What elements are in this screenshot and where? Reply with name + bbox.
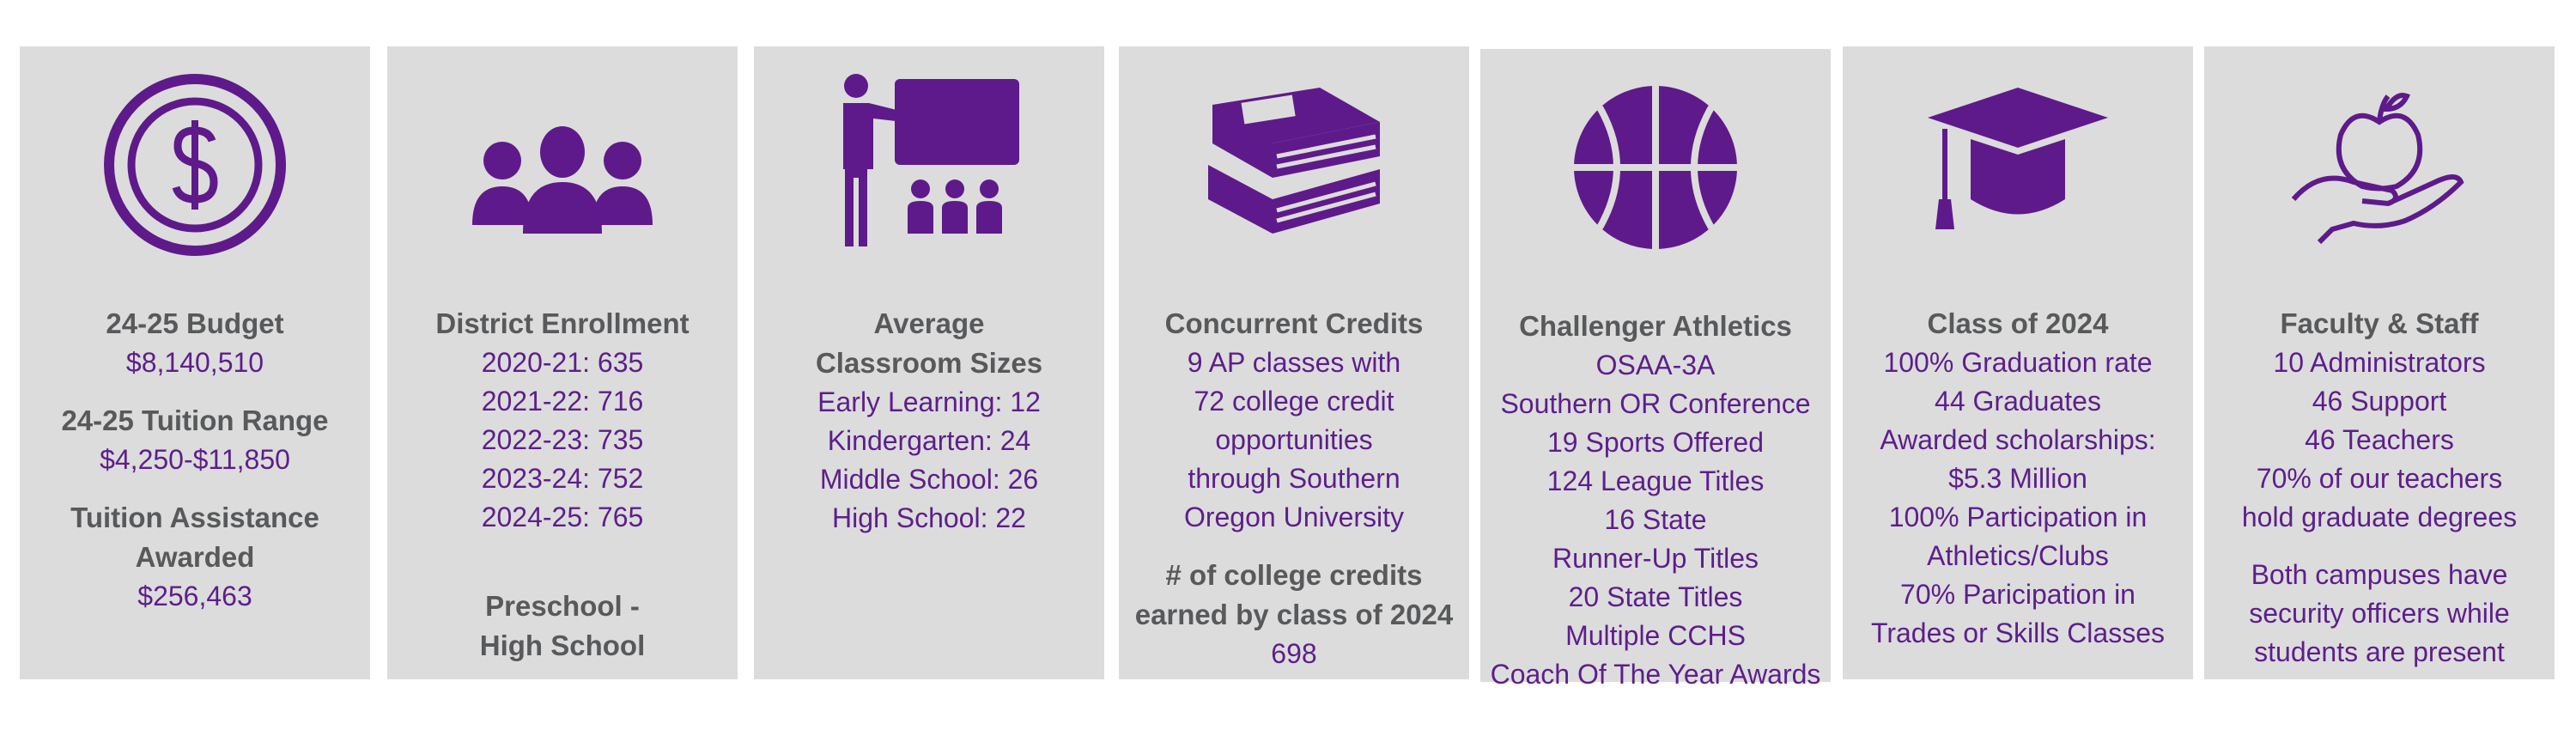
block-line: 2024-25: 765 bbox=[481, 502, 644, 532]
block-title: 24-25 Budget bbox=[106, 307, 284, 339]
teacher-icon bbox=[843, 74, 1019, 246]
credits-panel: Concurrent Credits 9 AP classes with 72 co… bbox=[1119, 46, 1469, 679]
block-title: earned by class of 2024 bbox=[1134, 599, 1454, 630]
basketball-icon bbox=[1574, 86, 1737, 249]
block-line: 46 Teachers bbox=[2305, 424, 2454, 455]
block-title: Tuition Assistance bbox=[70, 502, 319, 533]
block-line: 46 Support bbox=[2312, 386, 2447, 417]
text-block: Challenger Athletics OSAA-3A Southern OR C… bbox=[1480, 307, 1831, 694]
block-line: 20 State Titles bbox=[1568, 581, 1743, 612]
text-block: Average Classroom Sizes Early Learning: 12… bbox=[754, 304, 1104, 538]
block-line: 72 college credit bbox=[1194, 386, 1394, 417]
block-line: students are present bbox=[2254, 636, 2505, 667]
block-title: 24-25 Tuition Range bbox=[61, 405, 329, 436]
books-icon bbox=[1208, 88, 1380, 234]
block-title: # of college credits bbox=[1165, 559, 1423, 591]
block-title: Classroom Sizes bbox=[815, 347, 1043, 379]
text-block: Both campuses have security officers whil… bbox=[2204, 556, 2555, 672]
text-block: # of college credits earned by class of 2… bbox=[1119, 556, 1469, 673]
block-line: 44 Graduates bbox=[1935, 386, 2101, 417]
block-line: OSAA-3A bbox=[1595, 350, 1716, 380]
block-line: $5.3 Million bbox=[1948, 463, 2087, 494]
block-title: Awarded bbox=[135, 541, 255, 573]
block-line: 16 State bbox=[1604, 504, 1707, 535]
block-line: Oregon University bbox=[1183, 502, 1405, 532]
block-line: 2021-22: 716 bbox=[481, 386, 644, 417]
block-line: 100% Graduation rate bbox=[1883, 347, 2153, 378]
block-line: Trades or Skills Classes bbox=[1870, 617, 2165, 648]
classroom-panel: Average Classroom Sizes Early Learning: 12… bbox=[754, 46, 1104, 679]
block-line: Middle School: 26 bbox=[819, 464, 1039, 495]
block-line: $256,463 bbox=[137, 581, 252, 611]
block-line: Early Learning: 12 bbox=[817, 386, 1041, 417]
staff-panel: Faculty & Staff 10 Administrators 46 Suppo… bbox=[2204, 46, 2555, 679]
text-block: Preschool - High School bbox=[387, 587, 738, 666]
people-icon bbox=[472, 126, 653, 234]
block-line: 100% Participation in bbox=[1888, 502, 2148, 532]
block-line: High School: 22 bbox=[832, 502, 1026, 533]
block-line: Coach Of The Year Awards bbox=[1490, 659, 1821, 690]
block-title: Average bbox=[873, 307, 985, 339]
block-line: 2022-23: 735 bbox=[481, 424, 644, 455]
block-title: District Enrollment bbox=[435, 307, 690, 339]
block-line: 70% Paricipation in bbox=[1900, 579, 2136, 610]
block-title: Class of 2024 bbox=[1927, 307, 2109, 339]
block-line: $8,140,510 bbox=[125, 347, 264, 378]
block-title: Concurrent Credits bbox=[1164, 307, 1424, 339]
block-line: Southern OR Conference bbox=[1500, 388, 1811, 419]
block-line: 19 Sports Offered bbox=[1547, 427, 1764, 458]
block-line: through Southern bbox=[1188, 463, 1400, 494]
athletics-panel: Challenger Athletics OSAA-3A Southern OR C… bbox=[1480, 49, 1831, 690]
block-title: Faculty & Staff bbox=[2280, 307, 2479, 339]
block-title: Challenger Athletics bbox=[1519, 310, 1792, 342]
block-line: Runner-Up Titles bbox=[1552, 543, 1759, 574]
text-block: District Enrollment 2020-21: 635 2021-22: … bbox=[387, 304, 738, 537]
block-line: Kindergarten: 24 bbox=[827, 425, 1031, 456]
apple-hand-icon bbox=[2291, 93, 2464, 245]
text-block: 24-25 Budget $8,140,510 bbox=[20, 304, 370, 382]
block-line: 70% of our teachers bbox=[2256, 463, 2503, 494]
block-line: Multiple CCHS bbox=[1565, 620, 1746, 651]
enrollment-panel: District Enrollment 2020-21: 635 2021-22: … bbox=[387, 46, 738, 679]
block-line: $4,250-$11,850 bbox=[100, 444, 290, 475]
cap-icon bbox=[1928, 88, 2108, 229]
block-line: 9 AP classes with bbox=[1187, 347, 1401, 378]
budget-panel: 24-25 Budget $8,140,510 24-25 Tuition Rang… bbox=[20, 46, 370, 679]
graduates-panel: Class of 2024 100% Graduation rate 44 Grad… bbox=[1843, 46, 2193, 679]
text-block: Tuition Assistance Awarded $256,463 bbox=[20, 498, 370, 616]
block-line: Athletics/Clubs bbox=[1927, 540, 2109, 571]
block-line: 10 Administrators bbox=[2273, 347, 2486, 378]
block-line: Both campuses have bbox=[2251, 559, 2508, 590]
text-block: 24-25 Tuition Range $4,250-$11,850 bbox=[20, 401, 370, 479]
text-block: Class of 2024 100% Graduation rate 44 Grad… bbox=[1843, 304, 2193, 653]
block-line: security officers while bbox=[2249, 598, 2510, 629]
block-title: Preschool - bbox=[485, 590, 640, 622]
block-line: hold graduate degrees bbox=[2241, 502, 2518, 532]
block-line: opportunities bbox=[1215, 424, 1373, 455]
block-title: High School bbox=[479, 630, 646, 661]
text-block: Concurrent Credits 9 AP classes with 72 co… bbox=[1119, 304, 1469, 537]
coin-icon bbox=[104, 74, 286, 256]
block-line: 2020-21: 635 bbox=[481, 347, 644, 378]
block-line: 698 bbox=[1271, 638, 1317, 669]
text-block: Faculty & Staff 10 Administrators 46 Suppo… bbox=[2204, 304, 2555, 537]
block-line: 2023-24: 752 bbox=[481, 463, 644, 494]
block-line: 124 League Titles bbox=[1546, 465, 1765, 496]
block-line: Awarded scholarships: bbox=[1880, 424, 2156, 455]
